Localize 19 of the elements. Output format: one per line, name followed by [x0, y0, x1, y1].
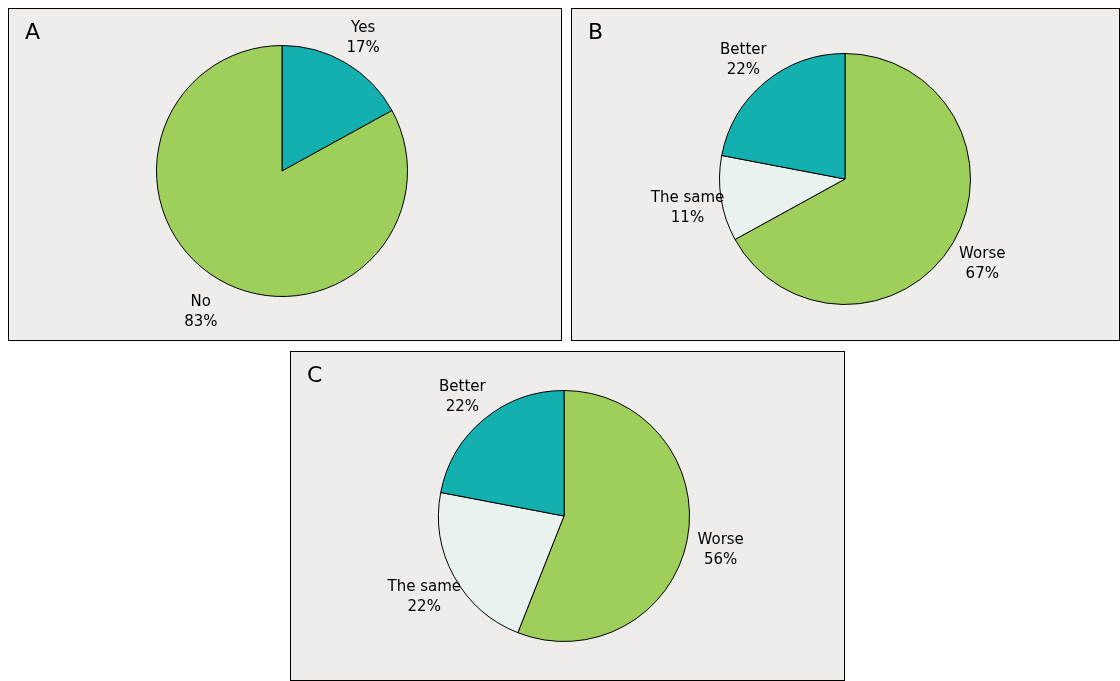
- slice-label: Better: [719, 40, 768, 59]
- data-label: 67%: [965, 264, 999, 283]
- data-label: 17%: [346, 37, 380, 56]
- chart-title: C: [307, 362, 323, 387]
- data-label: 11%: [670, 207, 705, 226]
- data-label: 22%: [726, 60, 760, 79]
- slice-label: Worse: [697, 529, 744, 548]
- data-label: 83%: [184, 312, 218, 331]
- chart-title: A: [25, 19, 41, 44]
- slice-label: The same: [649, 187, 725, 206]
- data-label: 56%: [704, 549, 738, 568]
- slice-label: The same: [386, 576, 461, 595]
- chart-title: B: [588, 19, 604, 44]
- slice-label: Worse: [959, 244, 1006, 263]
- slice-label: Better: [438, 377, 487, 396]
- slice-label: No: [190, 292, 212, 311]
- data-label: 22%: [407, 596, 441, 615]
- data-label: 22%: [445, 397, 479, 416]
- slice-label: Yes: [350, 17, 376, 36]
